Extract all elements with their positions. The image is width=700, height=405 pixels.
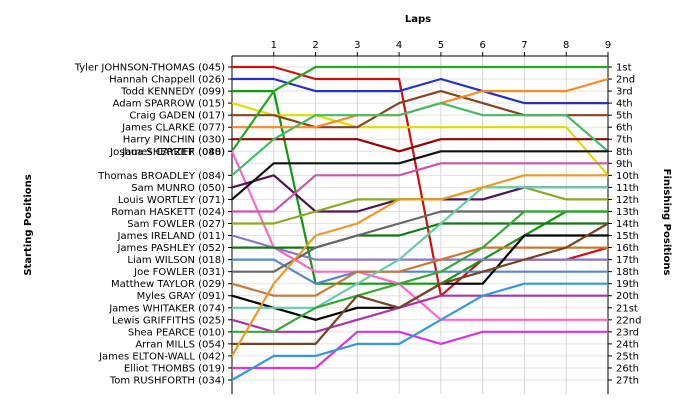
right-tick-label: 16th [616,243,639,254]
left-axis-title: Starting Positions [23,174,34,275]
series-name-label: Todd KENNEDY (099) [120,87,225,98]
series-name-label: Tom RUSHFORTH (034) [109,376,225,387]
right-tick-label: 23rd [616,327,639,338]
x-axis-title: Laps [405,14,431,25]
right-tick-label: 1st [616,63,632,74]
series-line [230,162,610,213]
right-tick-label: 12th [616,195,639,206]
x-tick-label: 8 [563,40,569,51]
series-line [230,282,610,382]
series-name-label: Thomas BROADLEY (084) [97,171,225,182]
series-name-label: James CLARKE (077) [121,123,225,134]
x-tick-label: 1 [271,40,277,51]
series-line [230,174,610,357]
x-tick-label: 6 [479,40,485,51]
series-name-label: Louis WORTLEY (071) [118,195,225,206]
right-tick-label: 3rd [616,87,633,98]
right-tick-label: 24th [616,339,639,350]
right-tick-label: 2nd [616,75,635,86]
series-name-label: Elliot THOMBS (019) [124,363,225,374]
right-tick-label: 21st [616,303,638,314]
series-name-label: Myles GRAY (091) [137,291,225,302]
right-tick-label: 25th [616,351,639,362]
series-name-label: Craig GADEN (017) [129,111,225,122]
series-name-label: Roman HASKETT (024) [111,207,225,218]
series-name-label: James CAYZER (088) [121,147,225,158]
label-layer: 1 2 3 4 5 6 7 8 9 1st2nd3rd4th5th6th7th8th9th10th… [74,40,642,387]
series-line [230,101,610,177]
series-line [230,210,610,333]
series-name-label: Tyler JOHNSON-THOMAS (045) [74,63,225,74]
right-tick-label: 15th [616,231,639,242]
series-name-label: Lewis GRIFFITHS (025) [112,315,225,326]
series-layer [230,65,610,382]
right-tick-label: 13th [616,207,639,218]
series-line [230,234,610,261]
right-tick-label: 17th [616,255,639,266]
series-line [230,150,610,201]
series-line [230,65,610,153]
x-tick-label: 5 [438,40,444,51]
series-name-label: Liam WILSON (018) [127,255,225,266]
x-tick-label: 4 [396,40,402,51]
right-tick-label: 22nd [616,315,641,326]
series-name-label: James ELTON-WALL (042) [98,351,225,362]
right-tick-label: 19th [616,279,639,290]
series-line [230,101,610,177]
x-tick-label: 9 [605,40,611,51]
series-line [230,246,610,297]
x-tick-label: 7 [521,40,527,51]
series-name-label: James PASHLEY (052) [116,243,225,254]
x-tick-label: 3 [354,40,360,51]
series-name-label: Joe FOWLER (031) [133,267,225,278]
series-name-label: Adam SPARROW (015) [113,99,225,110]
series-name-label: Sam MUNRO (050) [131,183,225,194]
series-line [230,77,610,105]
series-name-label: Arran MILLS (054) [135,339,225,350]
series-name-label: Sam FOWLER (027) [127,219,225,230]
series-name-label: James WHITAKER (074) [108,303,225,314]
right-tick-label: 27th [616,376,639,387]
right-tick-label: 11th [616,183,639,194]
series-line [230,294,610,333]
x-tick-label: 2 [312,40,318,51]
series-line [230,186,610,309]
series-name-label: James IRELAND (011) [117,231,226,242]
right-tick-label: 9th [616,159,633,170]
series-line [230,330,610,370]
right-tick-label: 8th [616,147,633,158]
right-tick-label: 20th [616,291,639,302]
right-axis-title: Finishing Positions [661,169,672,276]
series-name-label: Harry PINCHIN (030) [123,135,225,146]
series-line [230,258,610,285]
series-name-label: Joshua SHERRIFF (040) [109,147,225,158]
right-tick-label: 6th [616,123,633,134]
series-line [230,222,610,249]
series-line [230,222,610,345]
right-tick-label: 26th [616,363,639,374]
right-tick-label: 14th [616,219,639,230]
right-tick-label: 4th [616,99,633,110]
series-line [230,138,610,153]
series-name-label: Matthew TAYLOR (029) [111,279,225,290]
series-name-label: Hannah Chappell (026) [109,75,225,86]
right-tick-label: 7th [616,135,633,146]
right-tick-label: 10th [616,171,639,182]
right-tick-label: 5th [616,111,633,122]
right-tick-label: 18th [616,267,639,278]
series-name-label: Shea PEARCE (010) [128,327,225,338]
